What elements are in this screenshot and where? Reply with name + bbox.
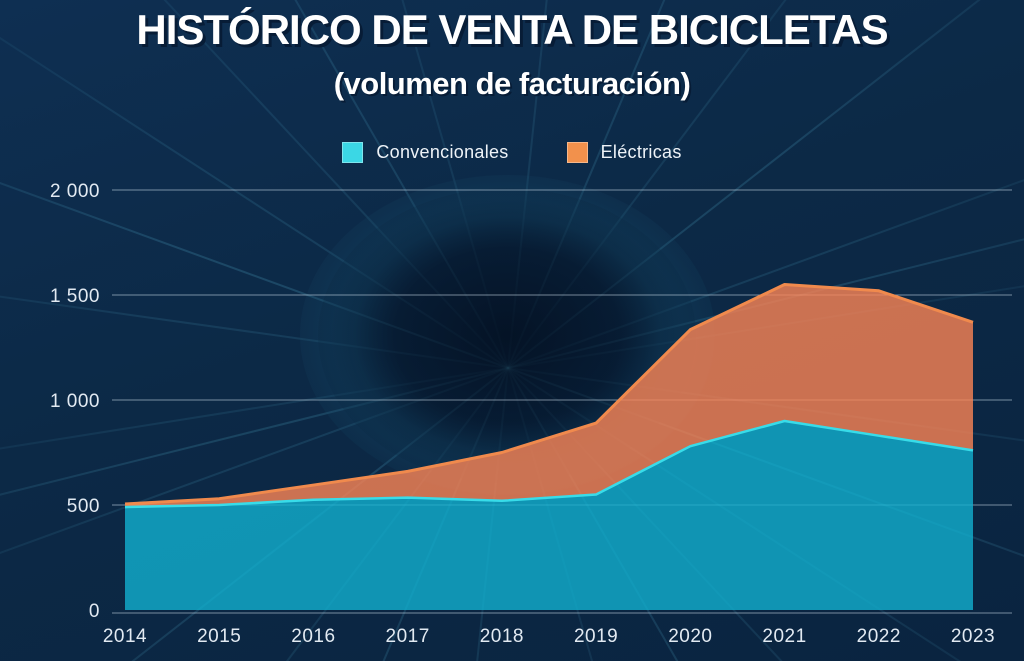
x-axis-label: 2019 — [574, 626, 618, 647]
x-axis-label: 2023 — [951, 626, 995, 647]
line-convencionales — [124, 419, 974, 509]
legend-swatch-electricas — [566, 142, 588, 163]
area-convencionales — [125, 421, 973, 610]
x-axis-label: 2018 — [480, 626, 524, 647]
legend-label-electricas: Eléctricas — [600, 142, 682, 162]
y-axis-tick-label: 1 000 — [50, 391, 100, 412]
chart-title: HISTÓRICO DE VENTA DE BICICLETAS — [136, 6, 888, 53]
legend-item-electricas: Eléctricas — [566, 142, 682, 163]
legend-item-convencionales: Convencionales — [342, 142, 508, 163]
y-axis-tick-label: 2 000 — [50, 181, 100, 202]
x-axis-label: 2021 — [762, 626, 806, 647]
area-electricas — [125, 284, 973, 508]
x-axis-label: 2022 — [857, 626, 901, 647]
legend-swatch-convencionales — [342, 142, 364, 163]
x-axis-label: 2016 — [291, 626, 335, 647]
line-electricas-total — [124, 283, 974, 506]
x-axis-label: 2017 — [386, 626, 430, 647]
chart-subtitle: (volumen de facturación) — [333, 66, 691, 101]
x-axis-label: 2014 — [103, 626, 147, 647]
x-axis-label: 2015 — [197, 626, 241, 647]
legend: Convencionales Eléctricas — [0, 142, 1024, 163]
y-axis-tick-label: 1 500 — [50, 286, 100, 307]
y-axis-tick-label: 0 — [89, 601, 100, 622]
x-axis-label: 2020 — [668, 626, 712, 647]
legend-label-convencionales: Convencionales — [376, 142, 509, 162]
y-axis-tick-label: 500 — [67, 496, 100, 517]
